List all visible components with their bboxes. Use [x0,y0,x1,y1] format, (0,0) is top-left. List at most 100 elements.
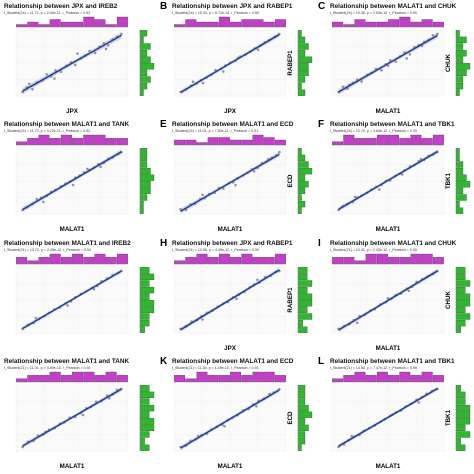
panel-stat: t_Student(24) = 15.33, p = 6.71e-14, r_P… [172,11,259,15]
data-point [400,173,404,176]
y-histogram-bar [139,56,151,63]
data-point [54,69,57,72]
panel-title: Relationship between JPX and RABEP1 [172,240,293,247]
y-histogram-bar [297,148,302,155]
y-histogram-bar [139,161,148,168]
y-histogram-bar [455,313,471,320]
y-histogram-bar [139,306,155,314]
x-histogram-bar [83,16,95,28]
panel-stat: t_Student(21) = 13.96, p = 4.49e-12, r_P… [172,248,259,252]
x-histogram-bar [83,371,95,383]
y-histogram-bar [139,319,150,327]
panel-stat: t_Student(24) = 12.70, p = 3.64e-12, r_P… [330,129,417,133]
data-point [201,81,205,85]
y-histogram-bar [297,273,308,281]
x-axis-label: MALAT1 [218,463,243,470]
x-histogram-bar [218,137,230,146]
x-histogram-bar [399,138,411,146]
x-histogram-bar [230,21,242,28]
x-histogram-bar [354,260,366,265]
panel-plot: Relationship between MALAT1 and TANKt_St… [4,358,155,470]
y-axis-label: TBK1 [445,409,452,426]
regression-line [180,269,280,331]
y-histogram-bar [297,167,313,175]
y-histogram-bar [297,63,309,70]
data-point [81,413,85,417]
panel-plot: B Relationship between JPX and RABEP1t_St… [160,1,313,115]
x-histogram-bar [105,371,117,383]
y-histogram-bar [455,273,466,281]
x-histogram-bar [185,378,197,383]
panel-d: Relationship between MALAT1 and TANK t_St… [0,118,158,236]
y-histogram-bar [139,444,150,451]
panel-stat: t_Student(21) = 14.41, p = 2.43e-12, r_P… [330,248,417,252]
x-histogram-bar [49,253,61,265]
x-histogram-bar [230,257,242,265]
data-point [417,401,421,404]
data-point [31,87,34,91]
x-histogram-bar [38,375,50,383]
y-histogram-bar [455,418,471,425]
x-histogram-bar [185,257,197,265]
panel-letter: I [318,238,321,249]
y-histogram-bar [455,161,464,168]
data-point [355,321,359,325]
x-histogram-bar [207,375,219,383]
panel-plot: Relationship between JPX and IREB2t_Stud… [4,3,155,115]
y-histogram-bar [297,286,308,294]
y-histogram-bar [139,194,148,201]
x-histogram-bar [49,138,61,146]
data-point [93,51,97,55]
panel-letter: F [318,119,324,130]
data-point [88,49,91,53]
x-histogram-bar [252,19,264,28]
y-histogram-bar [455,174,467,181]
y-histogram-bar [455,76,464,83]
regression-line [180,33,280,93]
x-histogram-bar [60,21,72,28]
panel-letter: C [318,1,325,12]
panel-title: Relationship between JPX and IREB2 [4,3,118,10]
x-histogram-bar [105,24,117,28]
x-histogram-bar [263,371,275,383]
data-point [436,32,439,36]
x-histogram-bar [388,134,400,146]
x-histogram-bar [174,260,186,265]
panel-plot: H Relationship between JPX and RABEP1t_St… [160,238,313,352]
data-point [431,33,435,37]
y-histogram-bar [139,418,155,425]
y-histogram-bar [139,187,151,195]
panel-title: Relationship between MALAT1 and ECD [172,121,294,128]
panel-title: Relationship between MALAT1 and ECD [172,358,294,365]
y-histogram-bar [455,319,466,327]
regression-line [180,153,280,212]
panel-j: Relationship between MALAT1 and TANK t_St… [0,355,158,473]
panel-f: F Relationship between MALAT1 and TBK1 t_S… [316,118,474,236]
y-histogram-bar [297,267,308,274]
x-histogram-bar [365,253,377,265]
x-histogram-bar [343,24,355,28]
x-histogram-bar [207,21,219,28]
y-histogram-bar [139,43,151,50]
panel-stat: t_Student(24) = 10.36, p = 2.53e-10, r_P… [330,11,417,15]
y-histogram-bar [297,306,308,314]
x-histogram-bar [60,257,72,265]
x-histogram-bar [252,371,264,383]
y-histogram-bar [455,43,464,50]
y-histogram-bar [455,30,460,37]
data-point [386,297,390,300]
y-histogram-bar [455,89,460,96]
x-histogram-bar [116,253,128,265]
y-histogram-bar [139,404,155,412]
y-histogram-bar [455,398,466,405]
panel-stat: t_Student(24) = 11.01, p = 7.50e-11, r_P… [172,129,258,133]
y-histogram-bar [139,273,155,281]
x-histogram-bar [16,24,28,28]
x-histogram-bar [263,21,275,28]
x-histogram-bar [241,375,253,383]
x-histogram-bar [94,134,106,146]
y-histogram-bar [139,286,155,294]
y-histogram-bar [297,424,309,432]
x-histogram-bar [241,139,253,146]
y-histogram-bar [455,437,461,445]
